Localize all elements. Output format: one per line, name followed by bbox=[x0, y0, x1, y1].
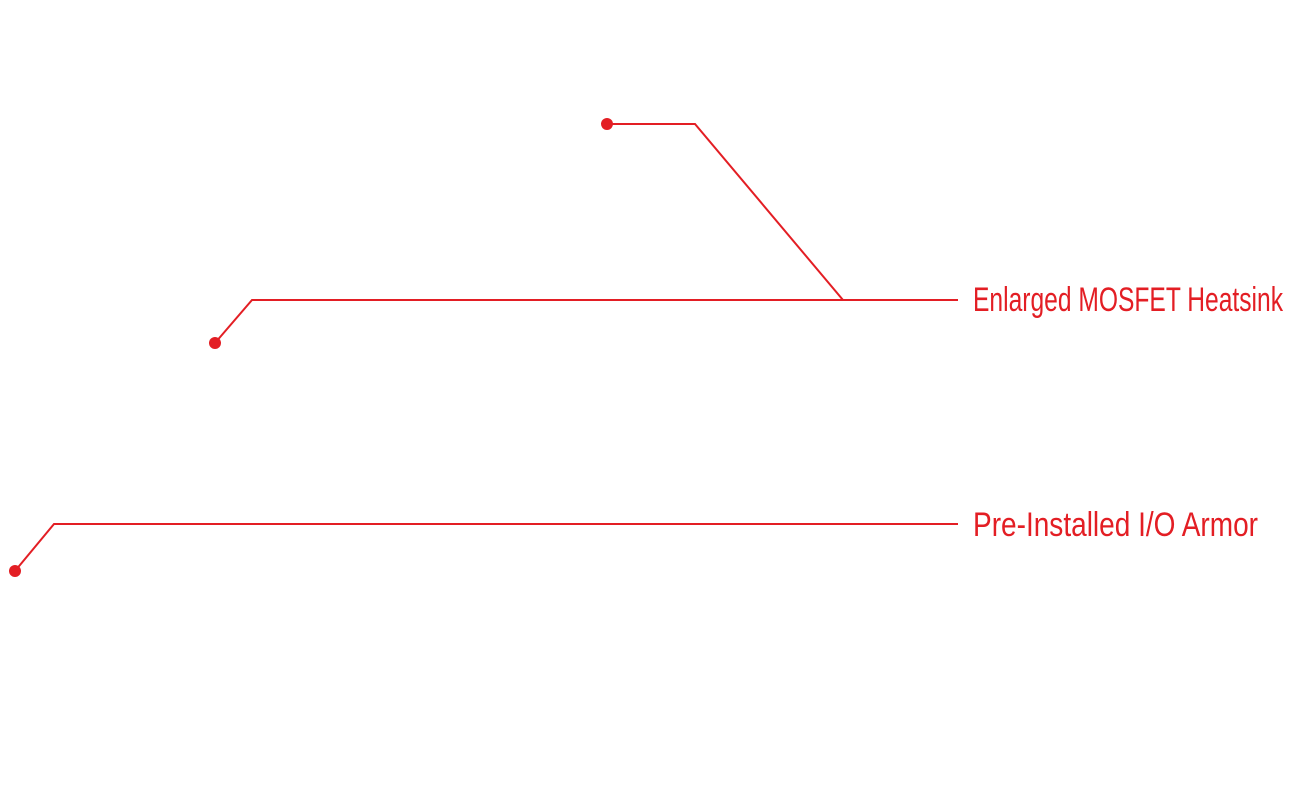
callout: Enlarged MOSFET Heatsink bbox=[209, 118, 1284, 349]
callout: Pre-Installed I/O Armor bbox=[9, 506, 1258, 577]
callout-label: Enlarged MOSFET Heatsink bbox=[973, 281, 1284, 319]
leader-line bbox=[14, 523, 958, 572]
anchor-dot bbox=[601, 118, 613, 130]
callout-label: Pre-Installed I/O Armor bbox=[973, 506, 1258, 544]
anchor-dot bbox=[209, 337, 221, 349]
leader-line bbox=[214, 299, 843, 344]
leader-line bbox=[607, 123, 958, 301]
anchor-dot bbox=[9, 565, 21, 577]
